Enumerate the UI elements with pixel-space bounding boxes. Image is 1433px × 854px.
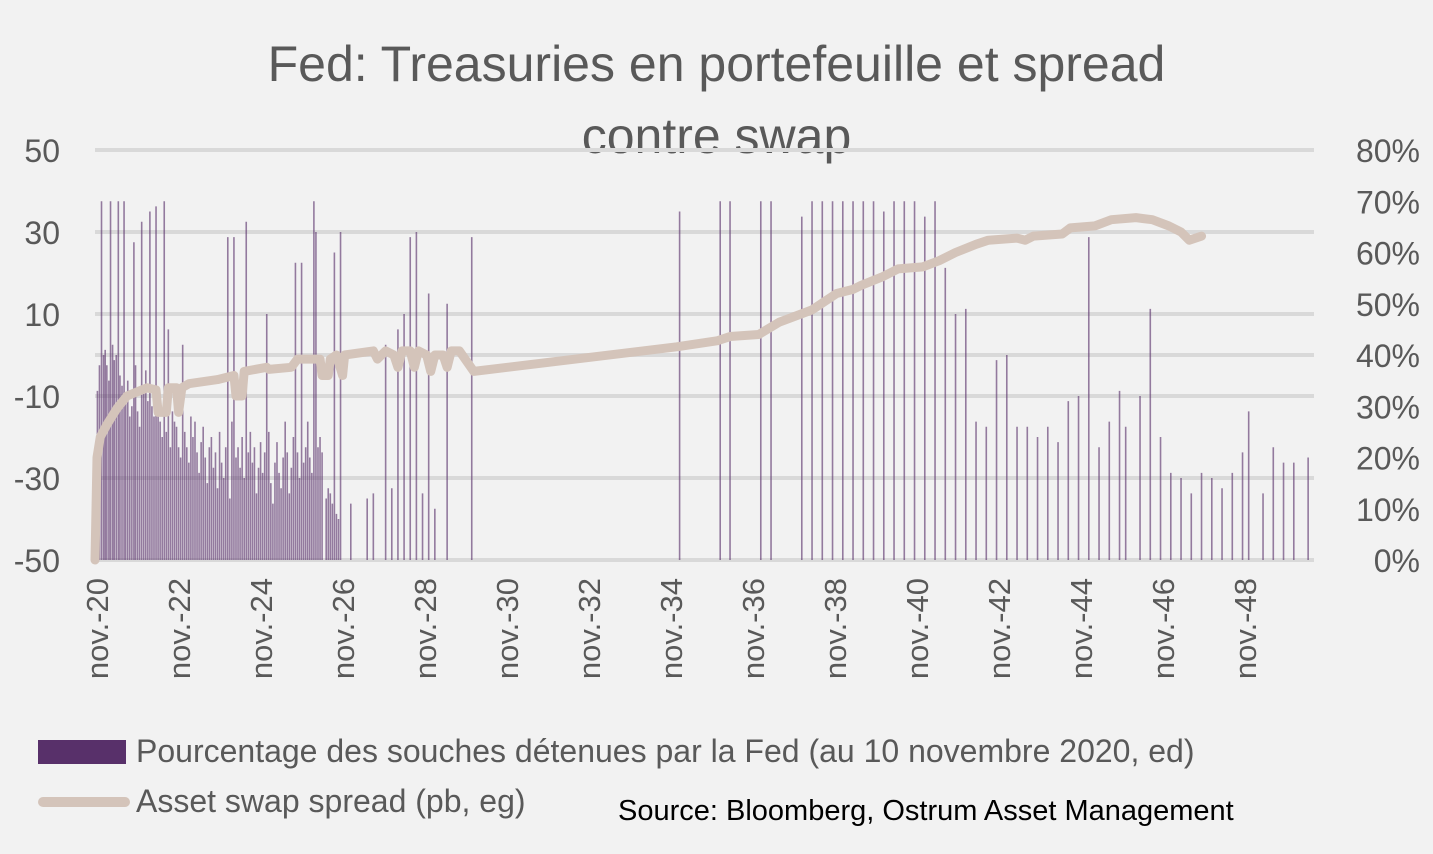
y-right-tick-label: 40% bbox=[1356, 338, 1420, 374]
x-tick-label: nov.-32 bbox=[572, 578, 607, 679]
legend-item-line[interactable]: Asset swap spread (pb, eg) bbox=[38, 783, 526, 820]
x-axis: nov.-20 nov.-22 nov.-24 nov.-26 nov.-28 nov.-… bbox=[80, 578, 1263, 679]
y-right-tick-label: 20% bbox=[1356, 441, 1420, 477]
y-right-tick-label: 60% bbox=[1356, 236, 1420, 272]
y-left-tick-label: 10 bbox=[24, 297, 60, 333]
y-left-tick-label: -10 bbox=[14, 379, 60, 415]
y-left-tick-label: -30 bbox=[14, 461, 60, 497]
x-tick-label: nov.-28 bbox=[408, 578, 443, 679]
x-tick-label: nov.-40 bbox=[900, 578, 935, 679]
x-tick-label: nov.-46 bbox=[1146, 578, 1181, 679]
chart-title-line-1: Fed: Treasuries en portefeuille et sprea… bbox=[267, 36, 1166, 92]
x-tick-label: nov.-38 bbox=[818, 578, 853, 679]
y-left-tick-label: 50 bbox=[24, 133, 60, 169]
x-tick-label: nov.-26 bbox=[326, 578, 361, 679]
chart-title-line-2: contre swap bbox=[581, 108, 852, 164]
bar-series bbox=[96, 201, 1309, 560]
x-tick-label: nov.-34 bbox=[654, 578, 689, 679]
legend-swatch-line bbox=[38, 796, 130, 807]
legend-label-bars: Pourcentage des souches détenues par la … bbox=[136, 733, 1195, 769]
x-tick-label: nov.-36 bbox=[736, 578, 771, 679]
x-tick-label: nov.-42 bbox=[982, 578, 1017, 679]
x-tick-label: nov.-30 bbox=[490, 578, 525, 679]
legend-swatch-bars bbox=[38, 739, 126, 764]
y-right-tick-label: 0% bbox=[1374, 543, 1420, 579]
y-left-tick-label: 30 bbox=[24, 215, 60, 251]
y-right-tick-label: 70% bbox=[1356, 184, 1420, 220]
spread-line bbox=[90, 213, 1207, 565]
x-tick-label: nov.-22 bbox=[162, 578, 197, 679]
legend-label-line: Asset swap spread (pb, eg) bbox=[136, 783, 526, 819]
y-right-tick-label: 80% bbox=[1356, 133, 1420, 169]
x-tick-label: nov.-20 bbox=[80, 578, 115, 679]
x-tick-label: nov.-44 bbox=[1064, 578, 1099, 679]
line-series bbox=[90, 213, 1207, 565]
x-tick-label: nov.-24 bbox=[244, 578, 279, 679]
x-tick-label: nov.-48 bbox=[1228, 578, 1263, 679]
y-right-tick-label: 50% bbox=[1356, 287, 1420, 323]
y-right-tick-label: 30% bbox=[1356, 389, 1420, 425]
y-left-tick-label: -50 bbox=[14, 543, 60, 579]
chart-title: Fed: Treasuries en portefeuille et sprea… bbox=[0, 28, 1433, 172]
y-right-tick-label: 10% bbox=[1356, 492, 1420, 528]
gridlines bbox=[95, 148, 1314, 562]
legend-item-bars[interactable]: Pourcentage des souches détenues par la … bbox=[38, 733, 1194, 770]
y-axis-left: 50 30 10 -10 -30 -50 bbox=[14, 133, 60, 579]
y-axis-right: 80% 70% 60% 50% 40% 30% 20% 10% 0% bbox=[1356, 133, 1420, 579]
source-note: Source: Bloomberg, Ostrum Asset Manageme… bbox=[618, 795, 1234, 827]
